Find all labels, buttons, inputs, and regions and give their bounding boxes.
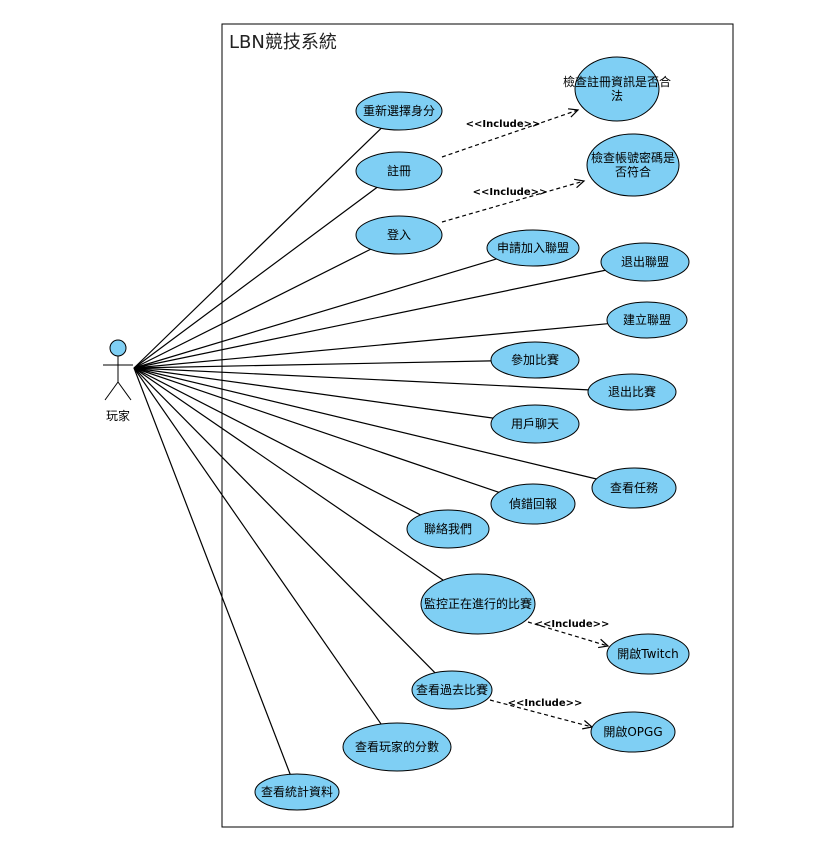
use-case-label: 查看統計資料 [261, 784, 333, 799]
association-lines [133, 127, 608, 775]
use-case-label: 開啟Twitch [617, 646, 678, 661]
use-case-label: 檢查帳號密碼是 [591, 150, 675, 165]
use-case-reselect-identity: 重新選擇身分 [355, 91, 443, 131]
use-case-ellipse [606, 633, 690, 675]
use-case-ellipse [591, 467, 677, 509]
association-reselect-identity [133, 127, 382, 369]
use-case-leave-match: 退出比賽 [587, 373, 677, 411]
use-case-label: 檢查註冊資訊是否合 [563, 74, 671, 89]
use-case-view-statistics: 查看統計資料 [254, 773, 340, 811]
include-arrowhead-open-opgg [582, 720, 594, 730]
use-case-create-alliance: 建立聯盟 [606, 301, 688, 339]
use-case-register: 註冊 [355, 151, 443, 191]
use-case-ellipse [406, 509, 490, 549]
use-case-label: 聯絡我們 [424, 521, 472, 536]
association-join-match [133, 360, 492, 369]
use-case-ellipse [490, 483, 576, 525]
system-title: LBN競技系統 [229, 32, 337, 53]
use-case-label: 否符合 [615, 164, 651, 179]
use-case-label: 開啟OPGG [603, 724, 662, 739]
use-case-label: 註冊 [387, 164, 411, 178]
association-view-past-matches [133, 367, 436, 674]
use-case-label: 退出聯盟 [621, 255, 669, 269]
association-monitor-live-match [133, 367, 444, 581]
association-report-bug [133, 367, 500, 493]
use-case-ellipse [254, 773, 340, 811]
use-case-open-twitch: 開啟Twitch [606, 633, 690, 675]
use-case-join-match: 參加比賽 [490, 341, 580, 379]
use-case-label: 查看玩家的分數 [355, 739, 439, 754]
use-case-ellipse [355, 151, 443, 191]
association-contact-us [133, 367, 421, 516]
use-case-label: 退出比賽 [608, 384, 656, 399]
use-case-apply-join-alliance: 申請加入聯盟 [486, 229, 580, 267]
include-line-check-register-info [441, 109, 579, 158]
use-case-ellipse [342, 722, 452, 772]
use-case-label: 重新選擇身分 [363, 103, 435, 118]
actor-head [109, 339, 127, 357]
association-view-tasks [133, 367, 597, 480]
association-view-statistics [133, 367, 291, 775]
use-case-view-past-matches: 查看過去比賽 [411, 670, 493, 710]
use-case-label: 建立聯盟 [623, 312, 671, 327]
include-label: <<Include>> [535, 619, 610, 630]
use-case-ellipse [420, 573, 536, 635]
use-case-view-tasks: 查看任務 [591, 467, 677, 509]
actor-player: 玩家 [103, 339, 133, 423]
use-case-ellipse [355, 215, 443, 255]
use-case-label: 查看任務 [610, 481, 658, 495]
use-case-report-bug: 偵錯回報 [490, 483, 576, 525]
use-case-open-opgg: 開啟OPGG [590, 711, 676, 753]
actor-name: 玩家 [106, 408, 130, 423]
association-create-alliance [133, 323, 608, 369]
use-case-label: 登入 [387, 227, 411, 242]
use-case-leave-alliance: 退出聯盟 [600, 242, 690, 282]
use-case-label: 用戶聊天 [511, 417, 559, 431]
use-case-ellipse [586, 133, 680, 197]
use-case-label: 參加比賽 [511, 352, 559, 367]
use-case-ellipse [587, 373, 677, 411]
use-case-label: 監控正在進行的比賽 [424, 596, 532, 611]
include-label: <<Include>> [466, 119, 541, 130]
use-case-monitor-live-match: 監控正在進行的比賽 [420, 573, 536, 635]
use-case-ellipse [590, 711, 676, 753]
system-boundary [221, 23, 734, 828]
use-case-label: 偵錯回報 [509, 496, 557, 511]
use-case-ellipse [606, 301, 688, 339]
use-case-ellipse [600, 242, 690, 282]
actor-left-leg [104, 381, 119, 401]
use-case-view-player-scores: 查看玩家的分數 [342, 722, 452, 772]
include-line-check-account-password [441, 180, 585, 223]
association-apply-join-alliance [133, 258, 497, 369]
include-label: <<Include>> [473, 187, 548, 198]
include-arrowhead-check-account-password [574, 178, 586, 189]
use-case-label: 查看過去比賽 [416, 682, 488, 697]
use-case-contact-us: 聯絡我們 [406, 509, 490, 549]
use-case-login: 登入 [355, 215, 443, 255]
association-user-chat [133, 367, 494, 419]
use-case-label: 申請加入聯盟 [497, 241, 569, 255]
association-login [133, 248, 371, 369]
include-label: <<Include>> [508, 698, 583, 709]
actor-right-leg [117, 381, 132, 401]
use-case-label: 法 [611, 89, 623, 103]
use-cases: 重新選擇身分註冊登入申請加入聯盟退出聯盟建立聯盟參加比賽退出比賽用戶聊天查看任務… [254, 56, 690, 811]
include-arrowhead-open-twitch [598, 638, 610, 649]
use-case-ellipse [490, 404, 580, 444]
use-case-ellipse [411, 670, 493, 710]
association-leave-match [133, 367, 589, 391]
association-view-player-scores [133, 367, 382, 725]
association-register [133, 186, 378, 369]
include-line-open-opgg [489, 699, 593, 728]
use-case-ellipse [490, 341, 580, 379]
association-leave-alliance [133, 269, 606, 369]
include-arrowhead-check-register-info [567, 108, 580, 118]
use-case-ellipse [486, 229, 580, 267]
use-case-ellipse [355, 91, 443, 131]
use-case-ellipse [574, 56, 660, 122]
use-case-user-chat: 用戶聊天 [490, 404, 580, 444]
